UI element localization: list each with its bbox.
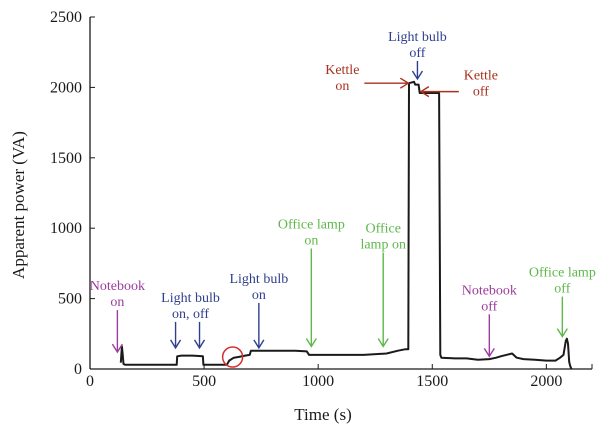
- annotation-text: off: [473, 85, 489, 100]
- annotation-text: lamp on: [360, 237, 406, 252]
- annotation-text: Kettle: [464, 69, 498, 84]
- annotation-text: on, off: [172, 307, 209, 322]
- series-layer: [119, 80, 573, 370]
- annotation-arrow-head: [483, 347, 495, 358]
- annotation-text: Notebook: [90, 279, 145, 294]
- x-tick-label: 500: [192, 373, 216, 390]
- y-tick-label: 2000: [50, 79, 82, 96]
- annotation-text: Light bulb: [229, 272, 288, 287]
- annotation-arrow-head: [556, 328, 568, 338]
- annotation-text: on: [335, 79, 349, 94]
- annotation-arrow-head: [169, 339, 182, 350]
- x-axis-title: Time (s): [294, 405, 351, 424]
- x-tick-label: 1000: [302, 373, 334, 390]
- annotation-arrow-head: [253, 339, 265, 350]
- annotation-text: on: [304, 233, 318, 248]
- x-tick-label: 0: [86, 373, 94, 390]
- annotation-arrow-head: [377, 338, 389, 348]
- annotation-text: off: [409, 46, 425, 61]
- annotation-text: Light bulb: [161, 291, 220, 306]
- annotation-arrow-head: [305, 338, 317, 348]
- annotation-arrow-head: [411, 70, 424, 81]
- annotation-text: off: [481, 299, 497, 314]
- annotation-text: Light bulb: [388, 30, 447, 45]
- y-tick-label: 2500: [50, 9, 82, 26]
- annotation-text: Office lamp: [529, 266, 596, 281]
- annotation-text: Office lamp: [278, 217, 345, 232]
- annotation-arrow-head: [111, 343, 123, 354]
- highlight-circle: [221, 346, 244, 368]
- annotation-text: Notebook: [462, 283, 517, 298]
- annotation-text: Office: [365, 221, 401, 236]
- y-tick-label: 500: [58, 291, 82, 308]
- annotation-text: Kettle: [325, 63, 359, 78]
- y-tick-label: 1000: [50, 220, 82, 237]
- annotation-arrow-head: [419, 86, 430, 98]
- annotation-text: off: [554, 282, 570, 297]
- y-tick-label: 1500: [50, 150, 82, 167]
- series-line: [119, 80, 573, 370]
- axes: 0 500 1000 1500 2000 0 500 1000 1500 2000 2500: [50, 9, 593, 390]
- x-tick-label: 1500: [416, 373, 448, 390]
- y-tick-label: 0: [74, 361, 82, 378]
- annotation-arrow-head: [399, 77, 410, 89]
- y-axis-title: Apparent power (VA): [9, 131, 28, 279]
- annotation-arrow-head: [193, 339, 206, 350]
- annotation-text: on: [110, 295, 124, 310]
- annotation-text: on: [252, 288, 266, 303]
- x-tick-label: 2000: [530, 373, 562, 390]
